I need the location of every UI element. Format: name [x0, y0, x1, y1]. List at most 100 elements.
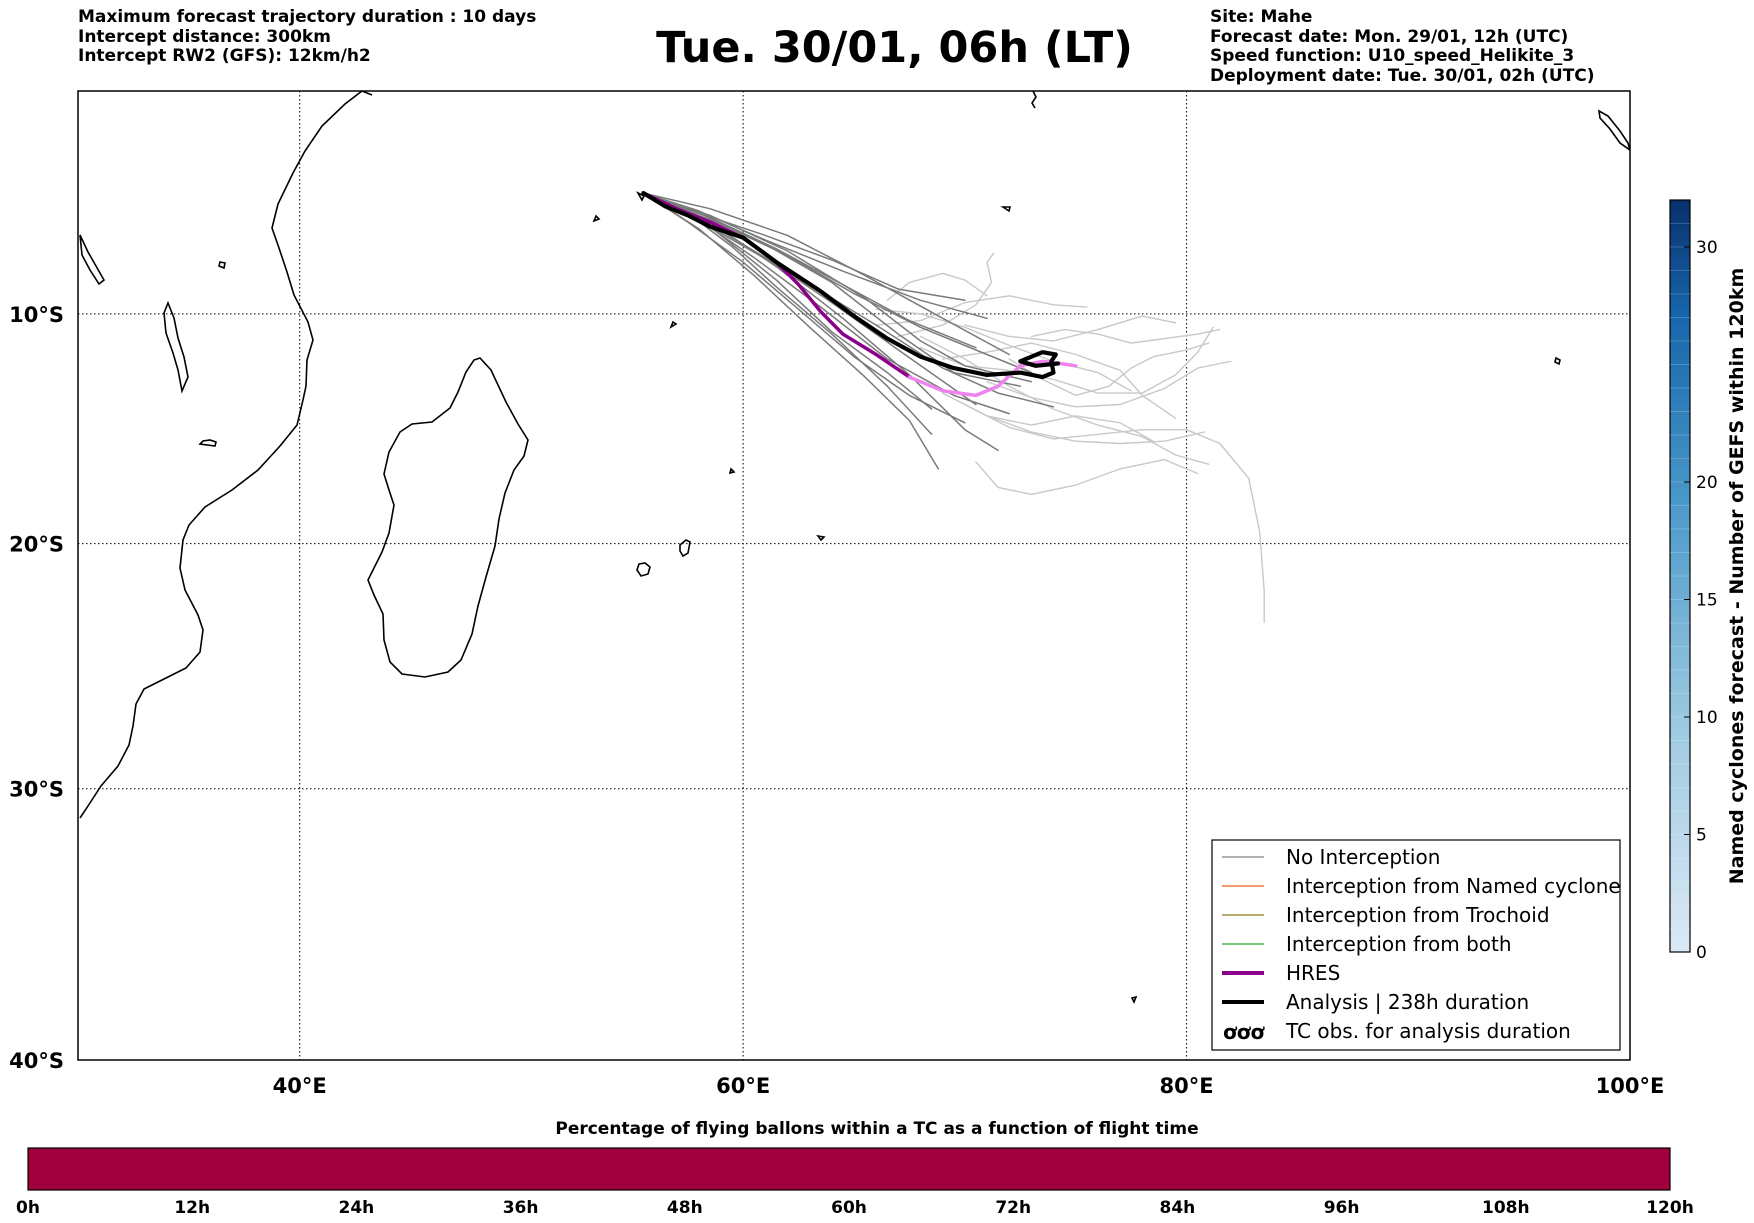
map-frame: [77, 90, 1631, 1061]
legend-item: Interception from Named cyclone: [1222, 874, 1621, 898]
ensemble-trajectory: [642, 192, 1010, 356]
mahe-coast: [635, 191, 646, 202]
mauritius-coast: [636, 562, 651, 577]
named-cyclones-colorbar-fill: [1669, 199, 1691, 953]
hres-trajectory: [641, 191, 912, 379]
cargados-coast: [728, 467, 736, 475]
legend: No Interception Interception from Named c…: [1211, 839, 1621, 1051]
named-cyclones-colorbar-label: Named cyclones forecast - Number of GEFS…: [1726, 268, 1748, 885]
ensemble-trajectory: [642, 192, 966, 424]
rodrigues-coast: [816, 534, 826, 542]
forecast-date-text: Forecast date: Mon. 29/01, 12h (UTC): [1210, 26, 1569, 47]
analysis-trajectory: [641, 191, 1061, 380]
ensemble-trajectory-light: [964, 403, 1265, 624]
ensemble-trajectory-light: [1030, 328, 1221, 344]
flight-time-tick-label: 96h: [1324, 1198, 1360, 1218]
reunion-coast: [679, 539, 691, 558]
kerguelen-coast: [1130, 995, 1138, 1004]
flight-time-tick-label: 12h: [174, 1198, 210, 1218]
named-cyclones-colorbar-ticks: 0 5 10 15 20 30: [1670, 223, 1718, 963]
legend-label: No Interception: [1286, 845, 1440, 869]
page-title: Tue. 30/01, 06h (LT): [656, 23, 1133, 73]
latitude-tick-label: 30°S: [9, 778, 64, 802]
colorbar-tick-label: 0: [1696, 943, 1707, 963]
legend-item: Interception from Trochoid: [1222, 903, 1550, 927]
longitude-tick-label: 80°E: [1160, 1074, 1214, 1098]
flight-time-tick-label: 120h: [1646, 1198, 1694, 1218]
flight-time-tick-label: 84h: [1160, 1198, 1196, 1218]
ensemble-trajectory: [642, 192, 1055, 408]
latitude-tick-label: 10°S: [9, 303, 64, 327]
ensemble-trajectory-light: [875, 308, 1132, 392]
latitude-tick-labels: 10°S 20°S 30°S 40°S: [9, 303, 64, 1073]
colorbar-tick-label: 5: [1696, 826, 1707, 846]
ensemble-trajectory-light: [886, 272, 988, 301]
legend-item: ơơơ TC obs. for analysis duration: [1223, 1019, 1571, 1044]
coastlines: [79, 91, 1630, 1004]
ensemble-trajectory-light: [964, 315, 1177, 342]
named-cyclones-colorbar: 0 5 10 15 20 30 Named cyclones forecast - Num…: [1669, 199, 1748, 963]
flight-time-tick-label: 0h: [16, 1198, 40, 1218]
intercept-rw2-text: Intercept RW2 (GFS): 12km/h2: [78, 46, 371, 66]
amirantes-coast: [592, 214, 601, 223]
colorbar-tick-label: 15: [1696, 591, 1718, 611]
flight-time-tick-label: 72h: [995, 1198, 1031, 1218]
legend-label: Interception from both: [1286, 932, 1512, 956]
agalega-coast: [669, 320, 678, 329]
legend-item: HRES: [1222, 961, 1340, 985]
lake-tanganyika-coast: [79, 234, 106, 286]
flight-time-tick-label: 108h: [1482, 1198, 1530, 1218]
legend-box: [1211, 839, 1621, 1051]
colorbar-tick-label: 10: [1696, 708, 1718, 728]
flight-time-tick-label: 24h: [339, 1198, 375, 1218]
legend-label: HRES: [1286, 961, 1340, 985]
flight-time-tick-label: 48h: [667, 1198, 703, 1218]
ensemble-trajectory: [642, 192, 988, 320]
ensemble-trajectory-light: [919, 326, 1214, 394]
tc-obs-symbol-icon: ơơơ: [1223, 1020, 1265, 1044]
flight-time-tick-label: 60h: [831, 1198, 867, 1218]
lake-malawi-coast: [163, 300, 189, 394]
longitude-tick-label: 60°E: [716, 1074, 770, 1098]
intercept-distance-text: Intercept distance: 300km: [78, 26, 331, 47]
flight-time-tick-label: 36h: [503, 1198, 539, 1218]
ensemble-trajectory-light: [986, 360, 1232, 408]
legend-label: TC obs. for analysis duration: [1285, 1019, 1571, 1043]
cocos-coast: [1554, 356, 1561, 366]
speed-function-text: Speed function: U10_speed_Helikite_3: [1210, 46, 1575, 66]
latitude-tick-label: 20°S: [9, 533, 64, 557]
colorbar-tick-label: 30: [1696, 238, 1718, 258]
longitude-tick-labels: 40°E 60°E 80°E 100°E: [273, 1074, 1665, 1098]
ensemble-trajectory: [642, 192, 940, 470]
run-info-left: Maximum forecast trajectory duration : 1…: [78, 7, 536, 67]
ensemble-trajectory-light: [942, 342, 1177, 419]
longitude-tick-label: 40°E: [273, 1074, 327, 1098]
legend-item: No Interception: [1222, 845, 1440, 869]
run-info-right: Site: Mahe Forecast date: Mon. 29/01, 12…: [1210, 7, 1595, 86]
ensemble-trajectory-light: [975, 458, 1199, 496]
africa-coast: [79, 91, 363, 819]
ensemble-trajectory-light: [1008, 342, 1210, 397]
flight-time-colorbar-title: Percentage of flying ballons within a TC…: [555, 1119, 1198, 1139]
comoros-coast: [198, 439, 217, 447]
legend-label: Interception from Trochoid: [1286, 903, 1550, 927]
maldives-coast: [1031, 91, 1037, 109]
legend-label: Interception from Named cyclone: [1286, 874, 1621, 898]
chagos-coast: [1000, 206, 1012, 213]
deployment-date-text: Deployment date: Tue. 30/01, 02h (UTC): [1210, 65, 1595, 86]
ensemble-trajectory: [642, 192, 966, 302]
colorbar-tick-label: 20: [1696, 473, 1718, 493]
legend-item: Interception from both: [1222, 932, 1512, 956]
legend-item: Analysis | 238h duration: [1222, 990, 1529, 1014]
ensemble-trajectory-light: [919, 335, 1210, 465]
flight-time-colorbar-ticks: 0h 12h 24h 36h 48h 60h 72h 84h 96h 108h 120h: [16, 1198, 1694, 1218]
sumatra-coast: [1597, 109, 1630, 151]
madagascar-coast: [367, 357, 529, 678]
ensemble-trajectory-light: [986, 415, 1154, 442]
latitude-tick-label: 40°S: [9, 1049, 64, 1073]
flight-time-colorbar: Percentage of flying ballons within a TC…: [16, 1119, 1694, 1218]
zanzibar-coast: [218, 261, 226, 270]
flight-time-colorbar-fill: [27, 1147, 1671, 1191]
legend-label: Analysis | 238h duration: [1286, 990, 1529, 1014]
